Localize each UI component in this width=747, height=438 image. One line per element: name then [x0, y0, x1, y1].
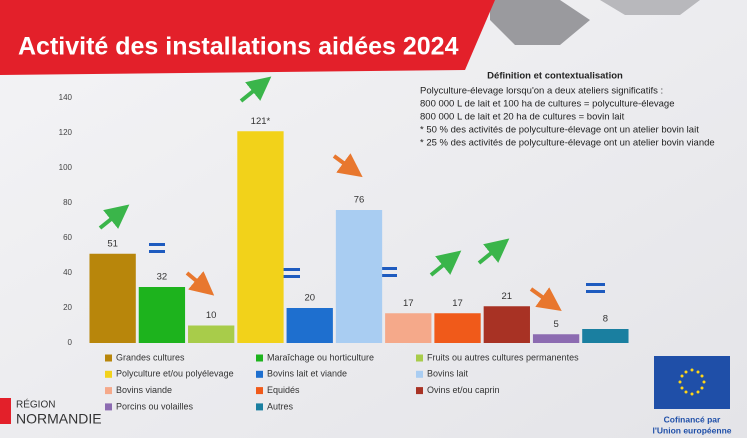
equal-sign	[380, 274, 397, 277]
region-label: NORMANDIE	[16, 411, 102, 427]
down-arrow	[332, 153, 363, 178]
legend-swatch	[256, 354, 263, 362]
legend-label: Bovins viande	[116, 385, 172, 395]
y-tick-label: 60	[63, 233, 72, 242]
legend-swatch	[416, 370, 423, 378]
equal-sign	[283, 275, 300, 278]
legend-label: Ovins et/ou caprin	[427, 385, 500, 395]
value-label: 121*	[251, 116, 271, 127]
equal-sign	[380, 267, 397, 270]
y-tick-label: 140	[59, 93, 73, 102]
legend-label: Grandes cultures	[116, 352, 185, 362]
legend-label: Autres	[267, 401, 294, 411]
trend-icons	[98, 76, 605, 311]
definition-line: 800 000 L de lait et 20 ha de cultures =…	[420, 112, 625, 123]
legend-swatch	[256, 403, 263, 411]
legend-swatch	[256, 387, 263, 395]
y-tick-label: 80	[63, 198, 72, 207]
eu-label: l'Union européenne	[653, 425, 732, 435]
legend-swatch	[256, 370, 263, 378]
down-arrow	[529, 287, 562, 311]
eu-label: Cofinancé par	[664, 414, 721, 424]
region-label: RÉGION	[16, 398, 55, 411]
legend-swatch	[105, 370, 112, 378]
equal-sign	[586, 283, 605, 286]
bar	[138, 287, 186, 343]
up-arrow	[477, 238, 510, 265]
legend-swatch	[416, 354, 423, 362]
hexagon	[490, 0, 590, 45]
definition-title: Définition et contextualisation	[487, 71, 623, 82]
legend-label: Fruits ou autres cultures permanentes	[427, 352, 579, 362]
eu-stars	[678, 368, 706, 396]
legend-swatch	[105, 403, 112, 411]
value-label: 51	[107, 238, 118, 249]
legend-label: Bovins lait	[427, 369, 469, 379]
eu-flag	[654, 356, 730, 409]
title-banner	[0, 0, 495, 75]
bar	[532, 334, 580, 343]
legend-swatch	[416, 387, 423, 395]
bar	[237, 131, 284, 343]
legend-swatch	[105, 354, 112, 362]
definition-line: 800 000 L de lait et 100 ha de cultures …	[420, 99, 674, 110]
y-tick-label: 20	[63, 303, 72, 312]
up-arrow	[239, 76, 272, 103]
definition-line: * 50 % des activités de polyculture-élev…	[420, 125, 699, 136]
region-logo: RÉGION NORMANDIE	[0, 398, 102, 427]
value-label: 76	[354, 195, 365, 206]
definition: Définition et contextualisation Polycult…	[420, 71, 715, 149]
legend-label: Maraîchage ou horticulture	[267, 352, 374, 362]
y-tick-label: 100	[59, 163, 73, 172]
value-label: 17	[403, 298, 414, 309]
logo-flag	[0, 398, 11, 424]
equal-sign	[586, 290, 605, 293]
bar	[89, 253, 136, 343]
value-label: 8	[603, 314, 608, 325]
equal-sign	[283, 268, 300, 271]
equal-sign	[149, 250, 165, 253]
legend-label: Porcins ou volailles	[116, 401, 194, 411]
up-arrow	[429, 250, 462, 277]
legend-label: Equidés	[267, 385, 300, 395]
chart-title: Activité des installations aidées 2024	[18, 33, 459, 61]
value-label: 21	[502, 291, 513, 302]
value-label: 5	[553, 319, 558, 330]
legend-label: Polyculture et/ou polyélevage	[116, 369, 234, 379]
legend-swatch	[105, 387, 112, 395]
eu-logo: Cofinancé par l'Union européenne	[653, 356, 732, 435]
bar	[582, 329, 629, 343]
value-label: 17	[452, 298, 463, 309]
hexagon	[600, 0, 700, 15]
definition-line: Polyculture-élevage lorsqu'on a deux ate…	[420, 86, 663, 97]
bar	[188, 325, 235, 343]
bar	[335, 210, 383, 343]
y-tick-label: 0	[68, 338, 73, 347]
bar	[434, 313, 481, 343]
value-label: 32	[157, 272, 168, 283]
y-tick-label: 120	[59, 128, 73, 137]
definition-line: * 25 % des activités de polyculture-élev…	[420, 138, 715, 149]
up-arrow	[98, 204, 130, 230]
bar	[483, 306, 530, 343]
equal-sign	[149, 243, 165, 246]
value-label: 20	[304, 293, 315, 304]
down-arrow	[185, 271, 215, 296]
y-tick-label: 40	[63, 268, 72, 277]
bar	[385, 313, 432, 343]
legend-label: Bovins lait et viande	[267, 369, 347, 379]
value-label: 10	[206, 310, 217, 321]
bar	[286, 308, 333, 343]
